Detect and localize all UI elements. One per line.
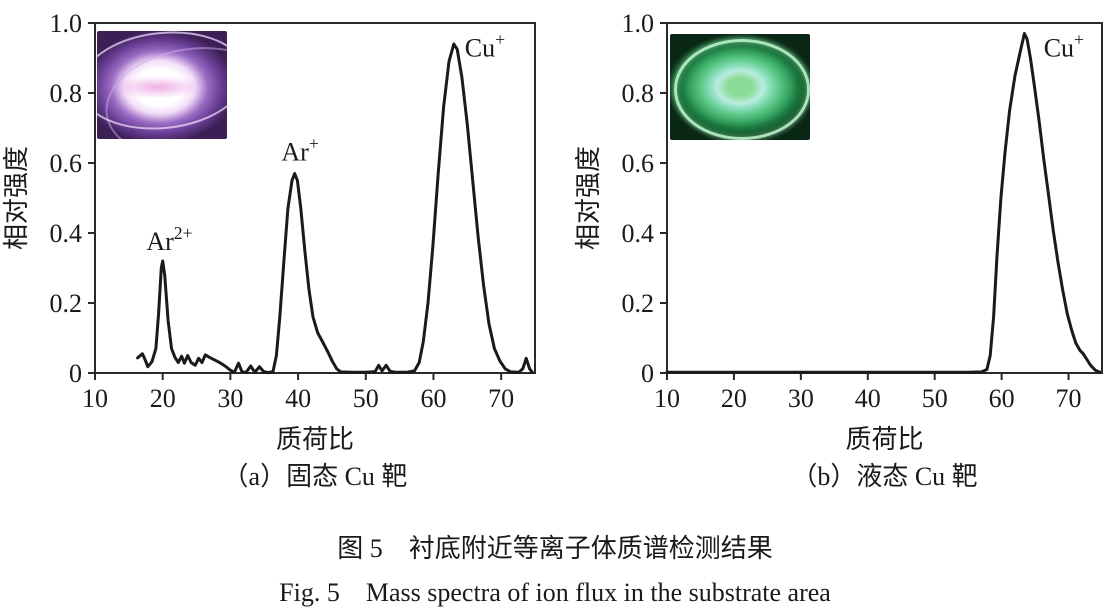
- panel-subcaption: （b）液态 Cu 靶: [791, 462, 977, 491]
- x-tick-label: 70: [488, 384, 514, 413]
- y-tick-label: 0.4: [50, 219, 83, 248]
- peak-annotation: Ar+: [281, 134, 318, 167]
- x-tick-label: 10: [82, 384, 108, 413]
- peak-annotation: Cu+: [1044, 29, 1084, 62]
- y-tick-label: 1.0: [50, 9, 83, 38]
- x-tick-label: 70: [1056, 384, 1082, 413]
- y-tick-label: 0.6: [622, 149, 655, 178]
- plasma-photo-inset-solid-target: [97, 31, 227, 139]
- x-tick-label: 10: [654, 384, 680, 413]
- y-tick-label: 0.8: [622, 79, 655, 108]
- y-tick-label: 0.8: [50, 79, 83, 108]
- y-tick-label: 0.2: [622, 289, 655, 318]
- mass-spectrum-chart-solid-cu-target: 10 20 30 40 50 60 70 0 0.2 0.4 0.6 0.8 1.0 质荷比 相对强度 Ar2…: [2, 9, 536, 491]
- panel-subcaption: （a）固态 Cu 靶: [223, 462, 408, 491]
- x-tick-label: 60: [420, 384, 446, 413]
- y-tick-label: 0: [641, 359, 654, 388]
- mass-spectrum-chart-liquid-cu-target: 10 20 30 40 50 60 70 0 0.2 0.4 0.6 0.8 1.0 质荷比 相对强度 Cu+…: [574, 9, 1103, 491]
- x-tick-label: 40: [285, 384, 311, 413]
- figure-caption-chinese: 图 5 衬底附近等离子体质谱检测结果: [337, 534, 773, 563]
- x-axis-title: 质荷比: [276, 425, 354, 454]
- y-axis-title: 相对强度: [2, 146, 31, 250]
- x-tick-label: 20: [721, 384, 747, 413]
- figure-caption-english: Fig. 5 Mass spectra of ion flux in the s…: [279, 578, 831, 607]
- plot-border: [94, 22, 536, 374]
- y-tick-label: 0.4: [622, 219, 655, 248]
- spectrum-curve: [665, 32, 1102, 374]
- plasma-photo-inset-liquid-target: [670, 34, 810, 140]
- x-tick-label: 60: [989, 384, 1015, 413]
- x-tick-label: 50: [922, 384, 948, 413]
- x-tick-label: 30: [217, 384, 243, 413]
- spectrum-curve: [136, 42, 534, 375]
- y-tick-label: 0: [69, 359, 82, 388]
- peak-annotation: Ar2+: [146, 223, 192, 256]
- x-tick-label: 40: [855, 384, 881, 413]
- x-tick-label: 30: [788, 384, 814, 413]
- x-tick-label: 20: [150, 384, 176, 413]
- y-tick-label: 0.2: [50, 289, 83, 318]
- y-tick-label: 0.6: [50, 149, 83, 178]
- x-axis-title: 质荷比: [845, 425, 923, 454]
- y-tick-label: 1.0: [622, 9, 655, 38]
- x-tick-label: 50: [353, 384, 379, 413]
- peak-annotation: Cu+: [465, 29, 505, 62]
- y-axis-title: 相对强度: [574, 146, 603, 250]
